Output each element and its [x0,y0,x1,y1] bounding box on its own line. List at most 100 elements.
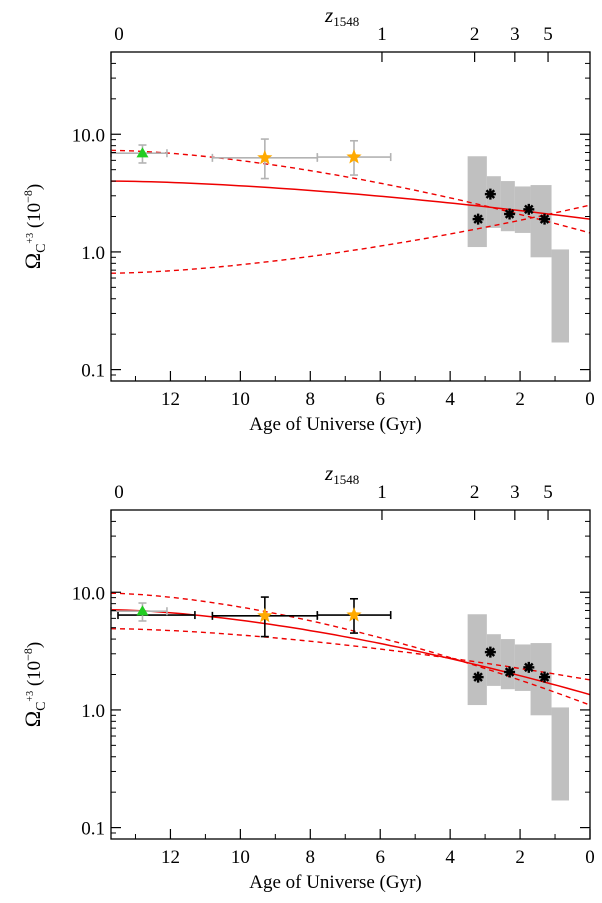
gray-box [551,249,570,343]
y-axis-title-part: ) [24,642,45,648]
gray-box [486,634,501,686]
x-tick-label: 12 [161,389,180,410]
x-tick-label: 12 [161,847,180,868]
series-line [117,611,196,620]
gray-boxes [467,614,570,801]
data-point-triangle [136,605,149,616]
data-point-asterisk [523,203,535,215]
gray-box [467,156,487,248]
x-tick-label: 0 [585,389,595,410]
series-triangle [110,144,168,164]
y-axis-title: ΩC+3 (10−8) [20,184,49,270]
data-point-asterisk [539,671,551,683]
gray-box [551,707,570,801]
y-axis: 0.1 1.0 10.0 ΩC+3 (10−8) [20,509,590,840]
y-tick-label: 0.1 [81,361,105,382]
top-axis-title-sub: 1548 [333,472,359,487]
top-tick-label: 1 [377,24,387,45]
x-tick-label: 8 [306,389,316,410]
y-axis-title-part: +3 [25,691,36,702]
y-axis-title-part: −8 [21,190,35,203]
y-axis-title-part: Ω [20,253,45,269]
data-point-asterisk [472,671,484,683]
y-tick-label: 0.1 [81,819,105,840]
top-tick-label: 0 [114,24,124,45]
data-point-asterisk [484,188,496,200]
asterisk-stroke [524,662,534,673]
x-tick-label: 4 [445,847,455,868]
y-axis-title-part: (10 [24,661,45,691]
series-star [211,138,392,180]
asterisk-stroke [539,672,550,682]
data-point-star [346,607,362,622]
x-tick-label: 2 [515,847,525,868]
data-point-triangle [136,147,149,158]
x-tick-label: 10 [231,847,250,868]
top-tick-label: 5 [543,482,553,503]
top-axis-title: z1548 [324,3,359,29]
x-axis-title: Age of Universe (Gyr) [249,872,422,893]
top-tick-label: 5 [543,24,553,45]
y-axis-title-part: Ω [20,711,45,727]
y-axis-title-part: C [34,244,49,253]
y-tick-label: 10.0 [72,125,105,146]
series-asterisk [472,188,551,225]
y-axis-title-part: (10 [24,203,45,233]
y-axis-title-part: +3 [25,233,36,244]
data-point-star [257,149,273,165]
gray-box [500,181,515,232]
top-axis-title: z1548 [324,461,359,487]
x-tick-label: 4 [445,389,455,410]
asterisk-stroke [504,667,515,677]
x-tick-label: 0 [585,847,595,868]
gray-box [500,639,515,690]
x-axis: 12 10 8 6 4 2 0 Age of Universe (Gyr) [134,829,595,893]
asterisk-stroke [504,209,515,219]
top-axis-title-z: z [324,461,333,485]
asterisk-stroke [473,214,483,224]
gray-box [467,614,487,706]
data-point-asterisk [539,213,551,225]
y-tick-label: 1.0 [81,243,105,264]
data-point-asterisk [504,208,516,220]
gray-boxes [467,156,570,343]
series-triangle [110,602,168,622]
top-tick-label: 0 [114,482,124,503]
y-axis-title-part: ) [24,184,45,190]
x-tick-label: 10 [231,389,250,410]
series-star [211,596,392,638]
series-asterisk [472,646,551,683]
x-tick-label: 8 [306,847,316,868]
top-axis-title-z: z [324,3,333,27]
asterisk-stroke [524,204,534,215]
gray-box [486,176,501,228]
top-tick-label: 3 [510,24,520,45]
gray-box [514,186,531,233]
top-tick-label: 2 [470,482,480,503]
top-tick-label: 3 [510,482,520,503]
top-axis: 0 1 2 3 5 z1548 [110,461,553,520]
data-point-asterisk [484,646,496,658]
x-tick-label: 6 [375,847,385,868]
data-point-asterisk [504,666,516,678]
asterisk-stroke [473,672,483,682]
x-tick-label: 6 [375,389,385,410]
x-axis: 12 10 8 6 4 2 0 Age of Universe (Gyr) [134,371,595,435]
y-tick-label: 1.0 [81,701,105,722]
data-point-asterisk [523,661,535,673]
y-axis-title-part: C [34,702,49,711]
y-axis-title: ΩC+3 (10−8) [20,642,49,728]
data-point-star [346,149,362,164]
asterisk-stroke [485,189,496,199]
x-axis-title: Age of Universe (Gyr) [249,414,422,435]
data-point-asterisk [472,213,484,225]
top-axis: 0 1 2 3 5 z1548 [110,3,553,62]
y-axis: 0.1 1.0 10.0 ΩC+3 (10−8) [20,51,590,382]
y-axis-title-part: −8 [21,648,35,661]
y-tick-label: 10.0 [72,583,105,604]
data-point-star [257,607,273,623]
x-tick-label: 2 [515,389,525,410]
